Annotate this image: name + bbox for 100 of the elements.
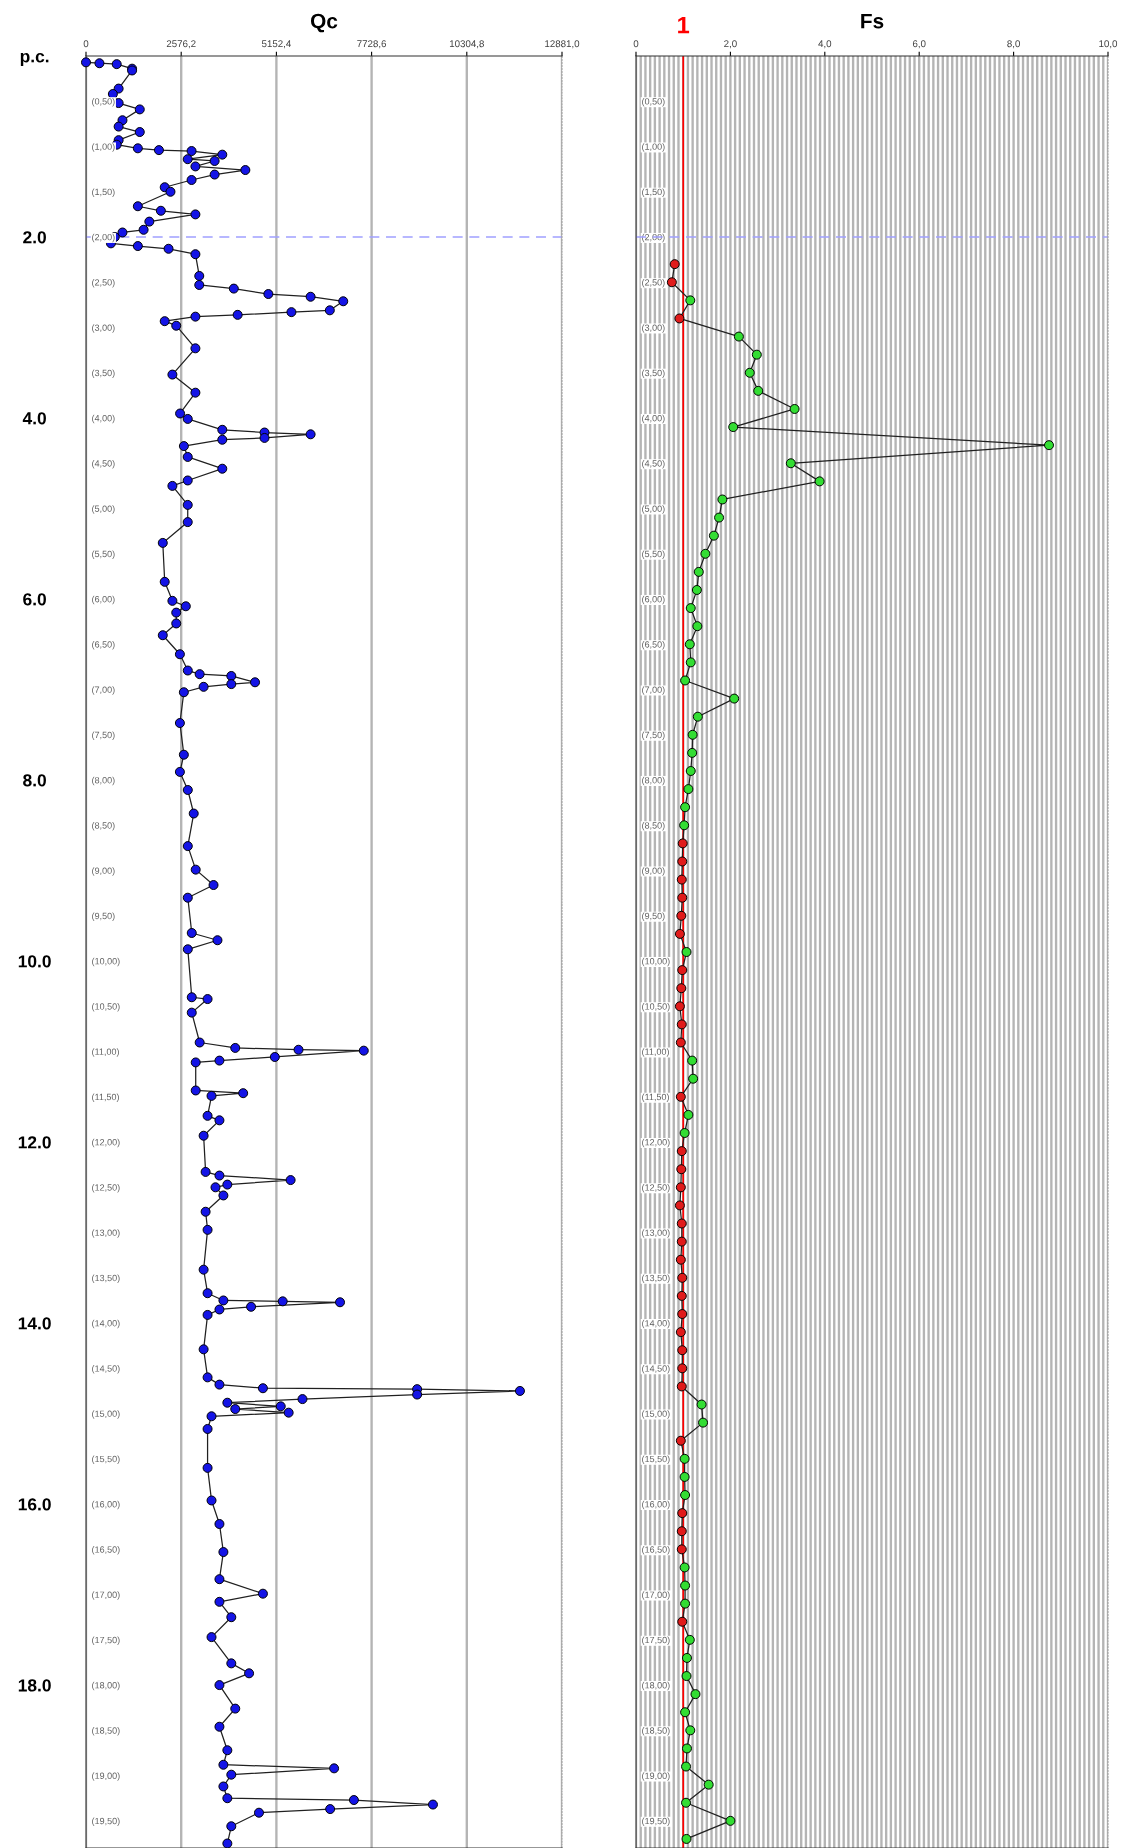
- x-tick-label: 2,0: [724, 40, 737, 49]
- y2-tick-label: (6,00): [92, 595, 115, 605]
- y-tick-label: (18,50): [642, 1727, 670, 1736]
- y-tick-label: 12.0: [18, 1136, 51, 1149]
- y2-tick-label: (2,50): [92, 278, 115, 288]
- y-tick-label: (10,50): [642, 1003, 670, 1012]
- y-tick-label: 8.0: [23, 774, 46, 787]
- y-tick-label: (3,50): [642, 369, 665, 378]
- y-tick-label: (2,00): [642, 233, 665, 243]
- y2-tick-label: (14,50): [92, 1365, 120, 1374]
- y-tick-label: (13,00): [642, 1229, 670, 1238]
- y2-tick-label: (8,00): [92, 776, 115, 786]
- y-tick-label: (2,50): [642, 278, 665, 288]
- y2-tick-label: (10,50): [92, 1003, 120, 1012]
- y2-tick-label: (6,50): [92, 641, 115, 650]
- x-tick-label: 2576,2: [166, 40, 196, 49]
- y-tick-label: (11,50): [642, 1093, 669, 1102]
- y2-tick-label: (3,00): [92, 324, 115, 333]
- x-tick-label: 0: [633, 40, 639, 48]
- y2-tick-label: (8,50): [92, 822, 115, 831]
- y-tick-label: (8,50): [642, 822, 665, 831]
- y-tick-label: (12,50): [642, 1184, 670, 1193]
- y-tick-label: 2.0: [23, 231, 46, 244]
- y-tick-label: (4,00): [642, 414, 665, 424]
- x-tick-label: 10,0: [1099, 40, 1118, 49]
- y-tick-label: (16,00): [642, 1500, 670, 1510]
- y2-tick-label: (9,00): [92, 867, 115, 876]
- y-tick-label: (15,50): [642, 1455, 670, 1464]
- y2-tick-label: (2,00): [92, 233, 115, 243]
- y-tick-label: (6,50): [642, 641, 665, 650]
- x-tick-label: 0: [83, 40, 89, 48]
- chart-title: Fs: [861, 13, 884, 29]
- y-tick-label: (15,00): [642, 1410, 670, 1419]
- y-tick-label: 6.0: [23, 593, 46, 606]
- y-tick-label: (18,00): [642, 1681, 670, 1691]
- y2-tick-label: (3,50): [92, 369, 115, 378]
- y2-tick-label: (19,50): [92, 1817, 120, 1826]
- y-tick-label: (9,50): [642, 912, 665, 921]
- y2-tick-label: (15,50): [92, 1455, 120, 1464]
- y2-tick-label: (5,50): [92, 550, 115, 559]
- y2-tick-label: (4,50): [92, 460, 115, 469]
- y-tick-label: (1,00): [642, 143, 665, 152]
- y-tick-label: (14,50): [642, 1365, 670, 1374]
- y2-tick-label: (9,50): [92, 912, 115, 921]
- y2-tick-label: (12,00): [92, 1138, 120, 1148]
- y-tick-label: (8,00): [642, 776, 665, 786]
- y2-tick-label: (16,00): [92, 1500, 120, 1510]
- y2-tick-label: (1,00): [92, 143, 115, 152]
- y2-tick-label: (18,50): [92, 1727, 120, 1736]
- y2-tick-label: (12,50): [92, 1184, 120, 1193]
- y-tick-label: 18.0: [18, 1679, 51, 1692]
- y2-tick-label: (7,00): [92, 686, 115, 695]
- x-tick-label: 12881,0: [545, 40, 580, 49]
- y-tick-label: (19,50): [642, 1817, 670, 1826]
- y2-tick-label: (17,00): [92, 1591, 120, 1600]
- y2-tick-label: (7,50): [92, 731, 115, 740]
- y2-tick-label: (19,00): [92, 1772, 120, 1781]
- x-tick-label: 10304,8: [449, 40, 484, 49]
- y2-tick-label: (11,00): [92, 1048, 119, 1057]
- y-tick-label: (19,00): [642, 1772, 670, 1781]
- y2-tick-label: (0,50): [92, 97, 115, 107]
- y2-tick-label: (14,00): [92, 1319, 120, 1329]
- y2-tick-label: (17,50): [92, 1636, 120, 1645]
- y2-tick-label: (13,00): [92, 1229, 120, 1238]
- y2-tick-label: (13,50): [92, 1274, 120, 1283]
- y-tick-label: (9,00): [642, 867, 665, 876]
- ref-line-label: 1: [678, 16, 690, 34]
- y-tick-label: 14.0: [18, 1317, 51, 1330]
- y-tick-label: (4,50): [642, 460, 665, 469]
- y-tick-label: (1,50): [642, 188, 665, 197]
- y-tick-label: (7,50): [642, 731, 665, 740]
- y-tick-label: (17,00): [642, 1591, 670, 1600]
- y-tick-label: (11,00): [642, 1048, 669, 1057]
- y-tick-label: 4.0: [22, 412, 46, 425]
- chart-title: Qc: [310, 13, 338, 33]
- y2-tick-label: (16,50): [92, 1546, 120, 1555]
- y2-tick-label: (15,00): [92, 1410, 120, 1419]
- y-tick-label: (10,00): [642, 957, 670, 967]
- y-tick-label: p.c.: [20, 52, 49, 66]
- x-tick-label: 6,0: [912, 40, 926, 49]
- y2-tick-label: (5,00): [92, 505, 115, 514]
- y2-tick-label: (1,50): [92, 188, 115, 197]
- y-tick-label: (7,00): [642, 686, 665, 695]
- y2-tick-label: (11,50): [92, 1093, 119, 1102]
- y-tick-label: (16,50): [642, 1546, 670, 1555]
- y2-tick-label: (10,00): [92, 957, 120, 967]
- y-tick-label: (5,50): [642, 550, 665, 559]
- y-tick-label: (14,00): [642, 1319, 670, 1329]
- x-tick-label: 8,0: [1007, 40, 1020, 49]
- y-tick-label: (6,00): [642, 595, 665, 605]
- x-tick-label: 5152,4: [261, 40, 291, 49]
- y-tick-label: (5,00): [642, 505, 665, 514]
- y-tick-label: (12,00): [642, 1138, 670, 1148]
- y2-tick-label: (4,00): [92, 414, 115, 424]
- y-tick-label: (0,50): [642, 97, 665, 107]
- y-tick-label: (17,50): [642, 1636, 670, 1645]
- y-tick-label: 10.0: [18, 955, 51, 968]
- x-tick-label: 4,0: [818, 40, 832, 49]
- y-tick-label: 16.0: [18, 1498, 51, 1511]
- y-tick-label: (3,00): [642, 324, 665, 333]
